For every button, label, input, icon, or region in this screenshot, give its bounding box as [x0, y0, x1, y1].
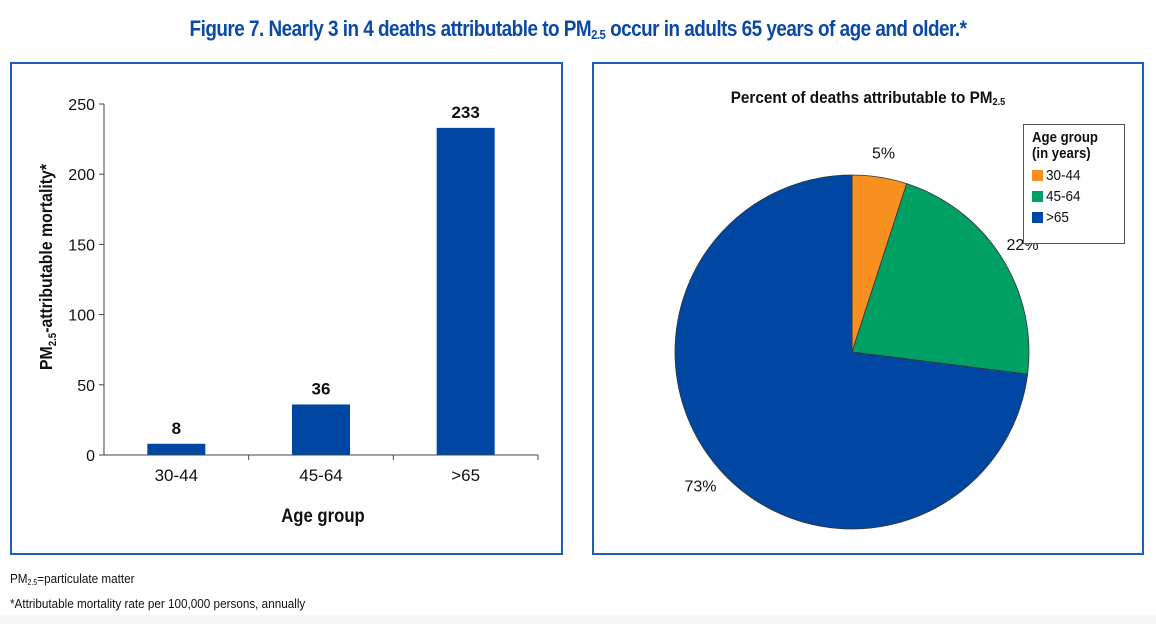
legend-item: 30-44 — [1032, 165, 1124, 186]
footnote-asterisk: *Attributable mortality rate per 100,000… — [10, 596, 306, 611]
pie-title-subscript: 2.5 — [992, 97, 1006, 109]
figure-title: Figure 7. Nearly 3 in 4 deaths attributa… — [81, 16, 1075, 42]
legend-swatch — [1032, 170, 1043, 181]
legend-item-label: 45-64 — [1046, 188, 1081, 205]
pie-legend: Age group (in years) 30-44 45-64 >65 — [1023, 124, 1125, 244]
legend-swatch — [1032, 212, 1043, 223]
legend-item: 45-64 — [1032, 186, 1124, 207]
figure-title-subscript: 2.5 — [591, 27, 606, 42]
footnote-pm: PM — [10, 571, 28, 586]
page-bottom-strip — [0, 615, 1156, 624]
figure-title-text-end: occur in adults 65 years of age and olde… — [605, 16, 967, 41]
legend-item-label: 30-44 — [1046, 167, 1081, 184]
legend-title-line2: (in years) — [1032, 145, 1091, 162]
figure-title-text: Figure 7. Nearly 3 in 4 deaths attributa… — [189, 16, 592, 41]
bar-chart-panel — [10, 62, 563, 555]
legend-item-label: >65 — [1046, 209, 1069, 226]
footnote-pm-text: =particulate matter — [37, 571, 135, 586]
footnote-pm-definition: PM2.5=particulate matter — [10, 571, 135, 587]
legend-title-line1: Age group — [1032, 129, 1098, 146]
footnote-pm-subscript: 2.5 — [27, 577, 38, 587]
legend-swatch — [1032, 191, 1043, 202]
pie-title-text: Percent of deaths attributable to PM — [730, 88, 993, 107]
pie-chart-title: Percent of deaths attributable to PM2.5 — [620, 88, 1117, 108]
legend-item: >65 — [1032, 207, 1124, 228]
